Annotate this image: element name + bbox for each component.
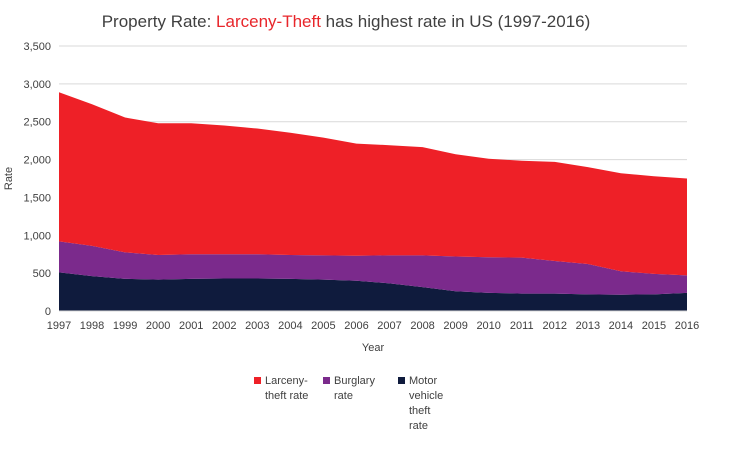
chart-title-part-0: Property Rate: [102, 12, 216, 31]
x-tick-label: 2005 [311, 320, 335, 332]
x-tick-label: 2010 [476, 320, 500, 332]
x-tick-label: 2016 [675, 320, 699, 332]
x-tick-label: 2006 [344, 320, 368, 332]
y-tick-label: 3,500 [23, 41, 51, 53]
x-tick-label: 2000 [146, 320, 170, 332]
x-tick-label: 2003 [245, 320, 269, 332]
area-series-0 [59, 272, 687, 311]
x-tick-label: 2013 [576, 320, 600, 332]
x-tick-label: 2007 [377, 320, 401, 332]
y-tick-label: 2,000 [23, 155, 51, 167]
x-tick-label: 2014 [609, 320, 633, 332]
legend-swatch [398, 377, 405, 384]
y-tick-label: 2,500 [23, 117, 51, 129]
chart-title-part-1: Larceny-Theft [216, 12, 321, 31]
y-tick-label: 1,500 [23, 192, 51, 204]
chart-title: Property Rate: Larceny-Theft has highest… [102, 12, 591, 31]
area-series-2 [59, 92, 687, 276]
y-tick-label: 500 [33, 268, 51, 280]
y-axis-ticks: 0 500 1,000 1,500 2,000 2,500 3,000 3,500 [23, 41, 51, 318]
chart-title-part-2: has highest rate in US (1997-2016) [321, 12, 590, 31]
legend-swatch [323, 377, 330, 384]
x-tick-label: 2009 [443, 320, 467, 332]
x-tick-label: 1999 [113, 320, 137, 332]
y-tick-label: 0 [45, 306, 51, 318]
x-tick-label: 1997 [47, 320, 71, 332]
x-tick-label: 2011 [510, 320, 534, 332]
x-tick-label: 2015 [642, 320, 666, 332]
x-axis-ticks: 1997 1998 1999 2000 2001 2002 2003 2004 2005 2006… [47, 320, 699, 332]
legend-item: Larceny-theft rate [254, 375, 308, 402]
legend-label: Motor vehicle theft rate [409, 375, 443, 432]
y-axis-title: Rate [3, 167, 15, 190]
stacked-areas [59, 92, 687, 311]
area-series-1 [59, 241, 687, 295]
y-tick-label: 3,000 [23, 79, 51, 91]
x-tick-label: 2004 [278, 320, 302, 332]
x-tick-label: 1998 [80, 320, 104, 332]
x-tick-label: 2002 [212, 320, 236, 332]
x-tick-label: 2008 [410, 320, 434, 332]
y-tick-label: 1,000 [23, 230, 51, 242]
legend-item: Burglary rate [323, 375, 375, 402]
legend-label: Larceny-theft rate [265, 375, 308, 402]
legend-label: Burglary rate [334, 375, 375, 402]
x-tick-label: 2012 [543, 320, 567, 332]
x-tick-label: 2001 [179, 320, 203, 332]
x-axis-title: Year [362, 342, 385, 354]
legend-item: Motor vehicle theft rate [398, 375, 443, 432]
legend: Larceny-theft rate Burglary rate Motor vehic… [254, 375, 443, 432]
legend-swatch [254, 377, 261, 384]
